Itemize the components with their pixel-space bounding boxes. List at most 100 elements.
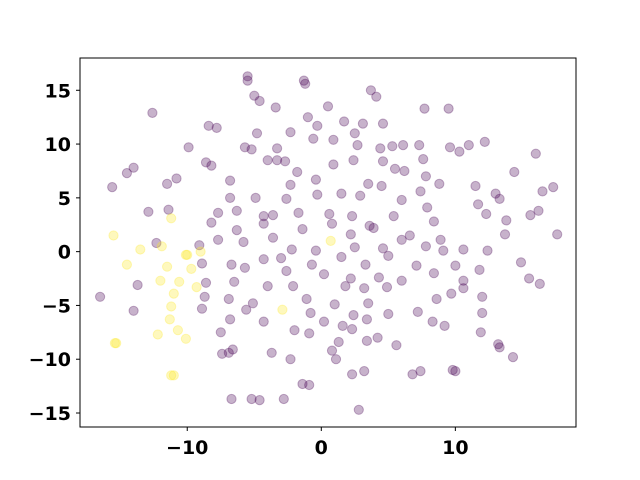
data-point-class-0 (447, 364, 458, 376)
data-point-class-0 (200, 277, 212, 288)
data-point-class-0 (419, 103, 430, 114)
data-point-class-0 (360, 259, 371, 270)
data-point-class-0 (507, 352, 519, 363)
data-point-class-1 (164, 314, 175, 325)
data-point-class-0 (470, 180, 481, 192)
data-point-class-0 (373, 272, 384, 283)
data-point-class-0 (352, 140, 363, 151)
data-point-class-0 (363, 178, 374, 189)
y-axis: −15 −10 −5 0 5 10 15 (29, 80, 80, 425)
x-tick-label: 0 (315, 437, 328, 459)
data-point-class-0 (479, 136, 490, 147)
data-point-class-0 (289, 325, 300, 336)
data-point-class-0 (438, 245, 449, 256)
data-point-class-0 (258, 316, 269, 327)
data-point-class-0 (304, 379, 315, 391)
data-point-class-0 (281, 265, 292, 277)
data-point-class-0 (377, 118, 389, 129)
data-point-class-0 (359, 366, 370, 377)
data-point-class-0 (292, 166, 303, 178)
data-point-class-0 (199, 291, 210, 302)
data-point-class-0 (337, 320, 348, 331)
data-point-class-0 (444, 142, 456, 153)
data-point-class-0 (340, 281, 351, 292)
data-point-class-0 (194, 240, 205, 251)
data-point-class-0 (326, 345, 338, 356)
data-point-class-0 (196, 258, 208, 269)
data-point-class-0 (494, 342, 505, 353)
data-point-class-0 (427, 316, 438, 327)
data-point-class-0 (534, 278, 545, 289)
data-point-class-0 (383, 250, 394, 261)
data-point-class-0 (121, 168, 133, 179)
data-point-class-0 (267, 210, 279, 221)
data-point-class-0 (371, 91, 382, 102)
data-point-class-0 (278, 393, 289, 405)
data-point-class-0 (339, 116, 350, 127)
data-point-class-0 (418, 154, 429, 165)
data-point-class-1 (121, 259, 133, 270)
data-point-class-0 (412, 306, 423, 317)
data-point-class-0 (143, 206, 154, 217)
data-point-class-0 (128, 305, 139, 316)
data-point-class-0 (361, 335, 372, 346)
data-point-class-0 (183, 142, 194, 153)
data-point-class-0 (372, 332, 383, 343)
x-axis: −10 0 10 (166, 427, 469, 459)
y-tick-label: −15 (29, 403, 71, 425)
data-point-class-0 (443, 103, 454, 114)
data-point-class-0 (223, 293, 234, 305)
data-point-class-0 (147, 107, 158, 119)
data-point-class-0 (458, 283, 469, 294)
data-point-class-0 (381, 282, 393, 293)
data-point-class-0 (428, 268, 439, 279)
data-point-class-0 (530, 148, 541, 159)
data-point-class-0 (272, 143, 283, 154)
data-point-class-0 (375, 143, 386, 154)
data-point-class-1 (109, 338, 121, 349)
data-point-class-0 (258, 218, 269, 229)
data-point-class-0 (414, 140, 425, 151)
data-point-class-0 (211, 122, 222, 134)
data-point-class-0 (348, 155, 359, 166)
data-point-class-0 (107, 182, 118, 193)
data-point-class-0 (266, 347, 277, 358)
data-point-class-0 (376, 180, 387, 192)
data-point-class-0 (302, 112, 313, 123)
data-point-class-0 (454, 146, 465, 157)
data-point-class-0 (359, 283, 370, 294)
data-point-class-0 (473, 199, 484, 210)
data-point-class-0 (281, 193, 292, 204)
data-point-class-0 (318, 316, 330, 327)
data-point-class-0 (391, 340, 402, 351)
data-point-class-0 (262, 155, 273, 166)
data-point-class-0 (227, 344, 238, 355)
data-point-class-0 (310, 245, 321, 256)
data-point-class-0 (247, 298, 258, 309)
data-point-class-0 (450, 260, 461, 271)
data-point-class-0 (239, 262, 250, 273)
data-point-class-0 (357, 118, 368, 129)
data-point-class-0 (368, 222, 379, 234)
data-point-class-0 (494, 193, 505, 204)
data-point-class-0 (490, 188, 501, 199)
data-point-class-0 (333, 336, 344, 348)
data-point-class-0 (151, 237, 162, 249)
data-point-class-1 (168, 370, 179, 381)
data-point-class-0 (525, 210, 536, 221)
data-point-class-1 (108, 230, 119, 241)
data-point-class-0 (328, 134, 339, 145)
data-point-class-0 (428, 216, 439, 227)
data-point-class-0 (229, 276, 240, 287)
data-point-class-0 (365, 85, 376, 96)
data-point-class-0 (493, 339, 504, 350)
data-point-class-0 (439, 320, 450, 331)
data-point-class-1 (166, 213, 177, 224)
data-point-class-0 (345, 229, 356, 240)
data-point-class-0 (213, 207, 224, 218)
data-point-class-0 (251, 128, 263, 139)
data-point-class-1 (195, 246, 206, 257)
data-point-class-0 (305, 307, 316, 319)
data-point-class-0 (241, 304, 252, 315)
data-point-class-0 (297, 378, 308, 390)
